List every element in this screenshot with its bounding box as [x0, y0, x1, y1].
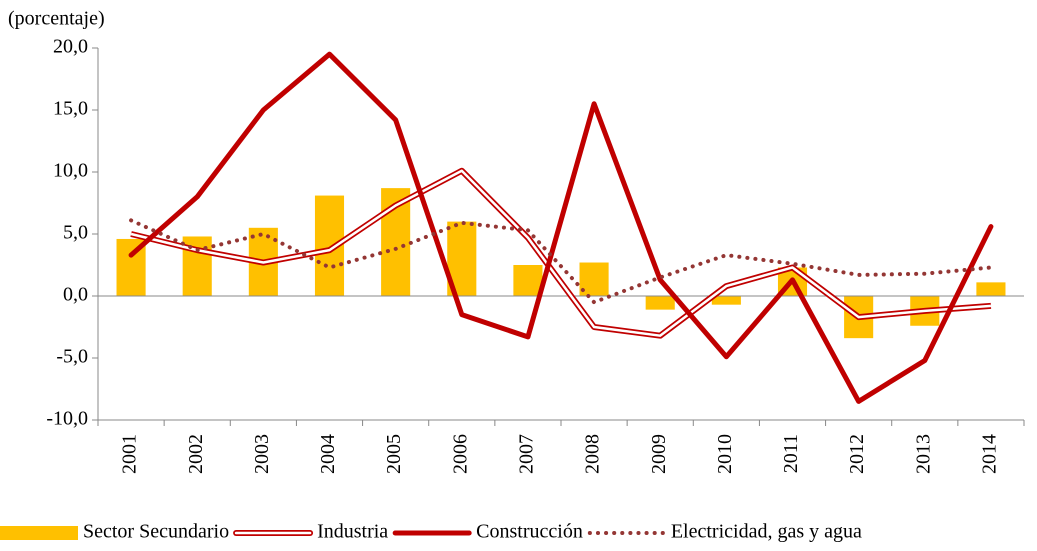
line-series	[129, 218, 993, 305]
y-tick-label: 20,0	[53, 36, 88, 58]
y-tick-label: -10,0	[46, 408, 88, 430]
x-tick-label: 2003	[251, 434, 273, 474]
y-tick-label: 5,0	[63, 222, 88, 244]
bar	[513, 265, 543, 296]
x-tick-label: 2007	[516, 434, 538, 474]
legend-label: Construcción	[476, 521, 583, 543]
y-tick-label: 0,0	[63, 284, 88, 306]
x-tick-label: 2001	[119, 434, 141, 474]
x-tick-label: 2009	[648, 434, 670, 474]
x-tick-label: 2004	[317, 434, 339, 474]
x-tick-label: 2008	[582, 434, 604, 474]
x-tick-label: 2013	[912, 434, 934, 474]
legend-label: Industria	[317, 521, 388, 543]
line-series-inner	[130, 169, 992, 337]
x-tick-label: 2002	[185, 434, 207, 474]
y-tick-label: -5,0	[56, 346, 88, 368]
bar	[976, 282, 1006, 296]
y-tick-label: 10,0	[53, 160, 88, 182]
x-tick-label: 2006	[449, 434, 471, 474]
legend-label: Electricidad, gas y agua	[671, 521, 862, 543]
y-tick-label: 15,0	[53, 98, 88, 120]
x-tick-label: 2011	[780, 434, 802, 473]
x-tick-label: 2010	[714, 434, 736, 474]
x-tick-label: 2005	[383, 434, 405, 474]
line-series	[128, 51, 994, 404]
bar	[645, 296, 675, 310]
x-tick-label: 2012	[846, 434, 868, 474]
legend-swatch	[0, 526, 78, 540]
x-tick-label: 2014	[979, 434, 1001, 474]
bar	[711, 296, 741, 305]
y-axis-label: (porcentaje)	[8, 8, 105, 30]
legend-label: Sector Secundario	[83, 521, 229, 543]
